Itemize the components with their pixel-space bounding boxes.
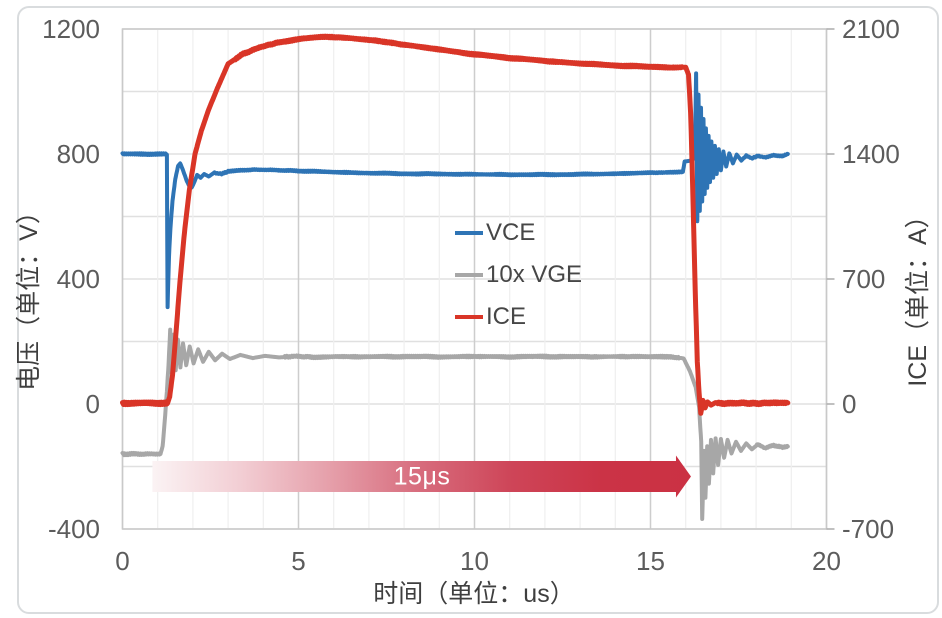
y-axis-right-title: ICE（单位：A） <box>904 203 932 387</box>
y-right-tick-label: 1400 <box>842 139 900 169</box>
legend-line-swatch <box>455 273 483 277</box>
legend-item-10x-vge: 10x VGE <box>455 254 582 296</box>
series-vce <box>120 71 790 310</box>
chart-card-border <box>17 6 939 614</box>
y-right-tick-label: 2100 <box>842 14 900 44</box>
y-left-tick-label: 800 <box>56 139 100 169</box>
x-tick-label: 15 <box>636 546 665 576</box>
series-10x-vge <box>120 327 790 521</box>
duration-arrow-label: 15μs <box>393 462 451 491</box>
legend-line-swatch <box>455 315 483 319</box>
y-left-tick-label: 1200 <box>42 14 100 44</box>
legend-item-vce: VCE <box>455 212 582 254</box>
x-axis-title: 时间（单位：us） <box>373 580 575 608</box>
y-left-tick-label: 0 <box>85 389 100 419</box>
legend-label: 10x VGE <box>486 261 583 288</box>
y-left-tick-label: 400 <box>56 264 100 294</box>
legend-line-swatch <box>455 231 483 235</box>
x-tick-label: 10 <box>460 546 489 576</box>
x-tick-label: 5 <box>291 546 306 576</box>
legend: VCE 10x VGE ICE <box>455 212 582 338</box>
x-tick-label: 0 <box>115 546 130 576</box>
x-tick-label: 20 <box>812 546 841 576</box>
legend-item-ice: ICE <box>455 296 582 338</box>
duration-arrow <box>152 455 691 498</box>
y-right-tick-label: 0 <box>842 389 857 419</box>
legend-label: VCE <box>486 219 536 246</box>
y-right-tick-label: 700 <box>842 264 886 294</box>
y-left-tick-label: -400 <box>47 514 100 544</box>
series-ice <box>120 33 791 416</box>
legend-label: ICE <box>486 303 527 330</box>
y-axis-left-title: 电压（单位：V） <box>15 199 43 391</box>
y-right-tick-label: -700 <box>842 514 895 544</box>
